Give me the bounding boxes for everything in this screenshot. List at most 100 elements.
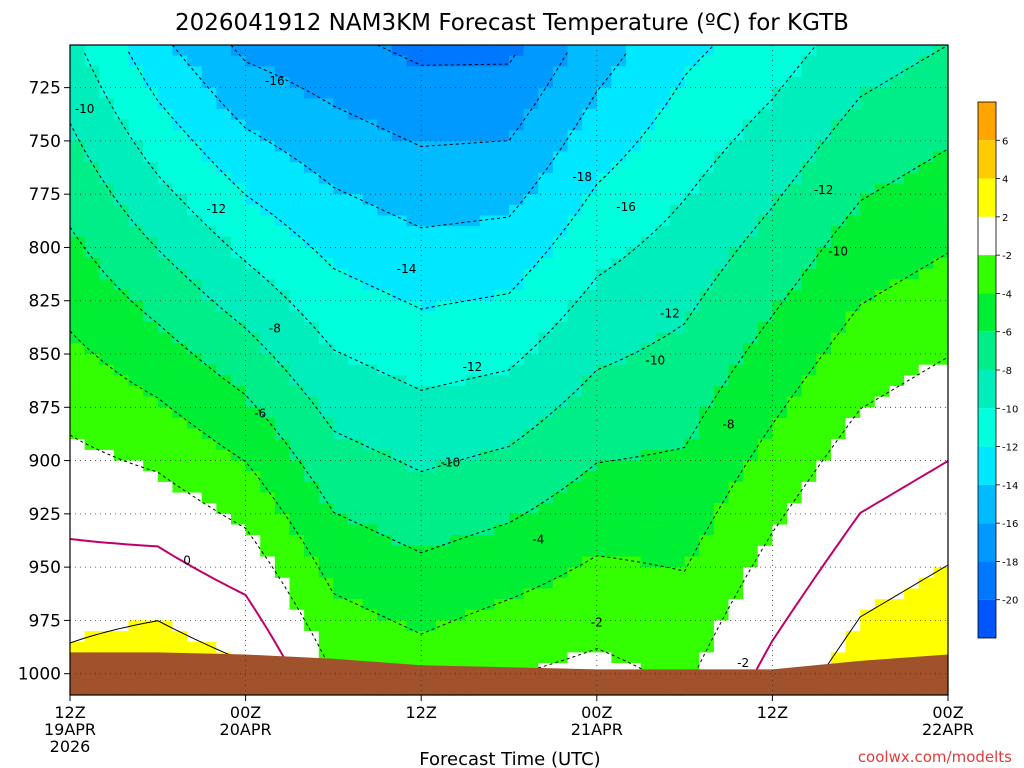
- field-cell: [626, 130, 642, 142]
- field-cell: [582, 556, 598, 568]
- field-cell: [860, 652, 876, 664]
- field-cell: [128, 641, 144, 653]
- field-cell: [787, 354, 803, 366]
- field-cell: [187, 535, 203, 547]
- field-cell: [187, 396, 203, 408]
- field-cell: [713, 119, 730, 131]
- field-cell: [494, 641, 510, 653]
- field-cell: [157, 236, 174, 249]
- field-cell: [128, 545, 144, 558]
- field-cell: [523, 524, 539, 536]
- field-cell: [860, 300, 876, 312]
- field-cell: [230, 503, 247, 515]
- field-cell: [640, 55, 656, 67]
- field-cell: [567, 631, 583, 643]
- field-cell: [362, 524, 378, 536]
- field-cell: [611, 98, 627, 110]
- field-cell: [626, 513, 642, 526]
- field-cell: [157, 449, 174, 462]
- field-cell: [348, 258, 364, 270]
- field-cell: [669, 631, 686, 643]
- field-cell: [904, 428, 920, 440]
- field-cell: [260, 535, 276, 547]
- field-cell: [596, 396, 613, 408]
- field-cell: [567, 215, 583, 227]
- field-cell: [772, 162, 788, 174]
- contour-label: -8: [723, 417, 735, 431]
- field-cell: [509, 588, 525, 600]
- field-cell: [509, 471, 525, 483]
- field-cell: [479, 407, 495, 419]
- field-cell: [318, 620, 334, 632]
- field-cell: [904, 311, 920, 323]
- field-cell: [216, 588, 232, 600]
- field-cell: [450, 492, 466, 504]
- field-cell: [406, 631, 422, 643]
- field-cell: [465, 290, 481, 302]
- field-cell: [538, 503, 554, 515]
- field-cell: [728, 55, 744, 67]
- field-cell: [611, 322, 627, 334]
- field-cell: [99, 311, 115, 323]
- field-cell: [801, 311, 817, 323]
- field-cell: [669, 162, 686, 174]
- field-cell: [289, 236, 305, 249]
- field-cell: [216, 620, 232, 632]
- field-cell: [552, 460, 569, 472]
- freezing-line-path: [69, 538, 305, 696]
- field-cell: [830, 513, 847, 526]
- field-cell: [655, 236, 671, 249]
- field-cell: [669, 567, 686, 579]
- field-cell: [245, 599, 261, 611]
- field-cell: [684, 258, 700, 270]
- field-cell: [435, 417, 452, 430]
- field-cell: [260, 588, 276, 600]
- field-cell: [845, 492, 861, 504]
- field-cell: [465, 577, 481, 590]
- field-cell: [509, 162, 525, 174]
- field-cell: [538, 599, 554, 611]
- field-cell: [860, 449, 876, 462]
- field-cell: [187, 108, 203, 121]
- field-cell: [391, 332, 408, 344]
- field-cell: [552, 130, 569, 142]
- field-cell: [450, 471, 466, 483]
- field-cell: [743, 119, 759, 131]
- field-cell: [889, 55, 905, 67]
- field-cell: [143, 290, 159, 302]
- field-cell: [874, 567, 891, 579]
- field-cell: [230, 364, 247, 376]
- field-cell: [172, 471, 188, 483]
- field-cell: [450, 108, 466, 121]
- field-cell: [84, 140, 100, 153]
- field-cell: [655, 417, 671, 430]
- field-cell: [494, 45, 510, 57]
- field-cell: [509, 407, 525, 419]
- field-cell: [889, 503, 905, 515]
- field-cell: [289, 513, 305, 526]
- field-cell: [113, 471, 130, 483]
- field-cell: [523, 364, 539, 376]
- field-cell: [450, 290, 466, 302]
- field-cell: [772, 76, 788, 89]
- field-cell: [655, 279, 671, 291]
- field-cell: [787, 652, 803, 664]
- field-cell: [772, 322, 788, 334]
- field-cell: [801, 76, 817, 89]
- field-cell: [933, 162, 949, 174]
- field-cell: [377, 300, 393, 312]
- field-cell: [626, 332, 642, 344]
- contour-line: [230, 44, 568, 148]
- field-cell: [348, 108, 364, 121]
- field-cell: [801, 407, 817, 419]
- field-cell: [640, 108, 656, 121]
- field-cell: [289, 258, 305, 270]
- field-cell: [128, 385, 144, 398]
- field-cell: [245, 407, 261, 419]
- field-cell: [655, 620, 671, 632]
- field-cell: [787, 311, 803, 323]
- field-cell: [70, 247, 86, 259]
- field-cell: [728, 417, 744, 430]
- field-cell: [699, 151, 715, 163]
- field-cell: [362, 354, 378, 366]
